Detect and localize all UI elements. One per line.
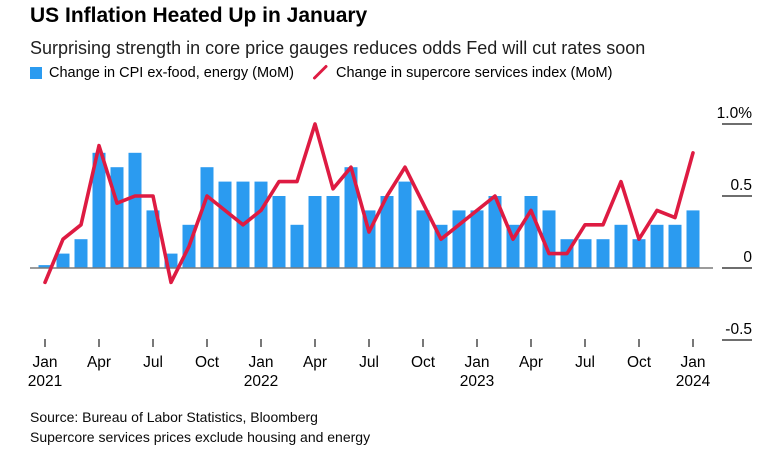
bar-Jul 2023	[578, 239, 592, 268]
chart-footnotes: Source: Bureau of Labor Statistics, Bloo…	[30, 408, 370, 448]
x-tick-label: Jan	[249, 354, 274, 371]
bar-Oct 2022	[416, 210, 430, 268]
legend-item-cpi: Change in CPI ex-food, energy (MoM)	[30, 65, 294, 81]
bar-Nov 2023	[650, 224, 664, 268]
bar-Oct 2023	[632, 239, 646, 268]
bar-Jan 2024	[686, 210, 700, 268]
bar-Jan 2022	[254, 181, 268, 268]
x-tick-label: Jul	[143, 354, 163, 371]
source-line: Source: Bureau of Labor Statistics, Bloo…	[30, 409, 318, 425]
bar-Feb 2023	[488, 196, 502, 268]
x-tick-year: 2024	[676, 373, 711, 390]
bar-Nov 2021	[218, 181, 232, 268]
bar-Mar 2022	[290, 224, 304, 268]
bar-Sep 2023	[614, 224, 628, 268]
bar-May 2021	[110, 167, 124, 268]
bar-Jan 2021	[38, 265, 52, 268]
x-tick-label: Jan	[33, 354, 58, 371]
bar-Sep 2022	[398, 181, 412, 268]
legend-item-supercore: Change in supercore services index (MoM)	[312, 64, 612, 81]
bar-Dec 2022	[452, 210, 466, 268]
x-tick-label: Oct	[195, 354, 220, 371]
bar-Apr 2021	[92, 152, 106, 268]
x-tick-label: Apr	[303, 354, 327, 371]
bar-Aug 2022	[380, 196, 394, 268]
x-tick-label: Apr	[87, 354, 111, 371]
x-tick-year: 2023	[460, 373, 494, 390]
legend-label-supercore: Change in supercore services index (MoM)	[336, 64, 613, 81]
bar-Dec 2023	[668, 224, 682, 268]
x-tick-label: Jan	[465, 354, 490, 371]
bar-May 2022	[326, 196, 340, 268]
bar-swatch-icon	[30, 66, 42, 79]
chart-subtitle: Surprising strength in core price gauges…	[30, 38, 646, 58]
bar-Aug 2023	[596, 239, 610, 268]
x-tick-year: 2022	[244, 373, 278, 390]
bar-Oct 2021	[200, 167, 214, 268]
y-tick-label: 1.0%	[717, 105, 753, 122]
x-tick-label: Jul	[575, 354, 595, 371]
supercore-line	[43, 122, 695, 285]
legend-label-cpi: Change in CPI ex-food, energy (MoM)	[49, 64, 294, 81]
y-tick-label: 0.5	[730, 177, 752, 194]
bar-Apr 2023	[524, 196, 538, 268]
y-tick-label: -0.5	[725, 321, 752, 338]
bar-Jun 2021	[128, 152, 142, 268]
bar-Feb 2021	[56, 253, 70, 268]
page-title: US Inflation Heated Up in January	[30, 4, 368, 27]
line-swatch-icon	[313, 65, 328, 80]
x-tick-label: Oct	[627, 354, 652, 371]
x-tick-label: Apr	[519, 354, 543, 371]
y-tick-label: 0	[743, 249, 752, 266]
bar-Apr 2022	[308, 196, 322, 268]
bar-Jan 2023	[470, 210, 484, 268]
chart-legend: Change in CPI ex-food, energy (MoM) Chan…	[30, 64, 612, 81]
bar-Feb 2022	[272, 196, 286, 268]
x-tick-label: Jul	[359, 354, 379, 371]
x-tick-year: 2021	[28, 373, 62, 390]
note-line: Supercore services prices exclude housin…	[30, 428, 371, 445]
bar-Mar 2021	[74, 239, 88, 268]
x-tick-label: Jan	[681, 354, 706, 371]
bar-Jul 2021	[146, 210, 160, 268]
x-tick-label: Oct	[411, 354, 436, 371]
bar-Jun 2022	[344, 167, 358, 268]
